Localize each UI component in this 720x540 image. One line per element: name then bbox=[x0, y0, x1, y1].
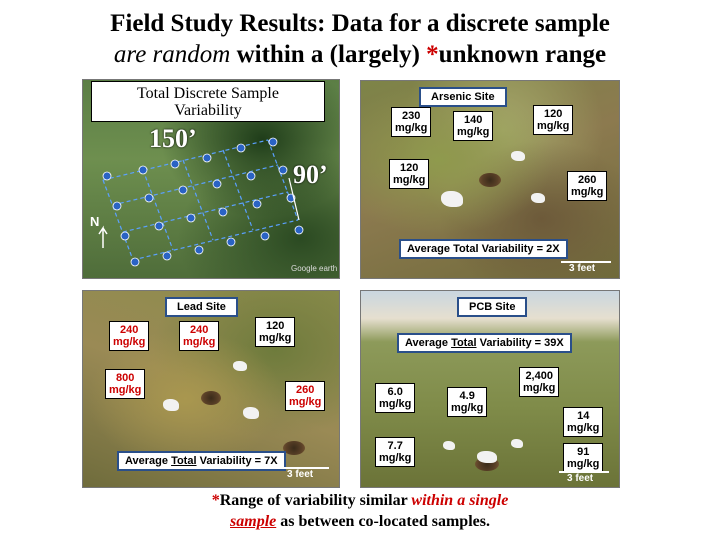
scale-label: 3 feet bbox=[567, 473, 594, 484]
arsenic-average-variability: Average Total Variability = 2X bbox=[399, 239, 568, 259]
sample-hole bbox=[201, 391, 221, 405]
sample-bag bbox=[441, 191, 463, 207]
lead-average-variability: Average Total Variability = 7X bbox=[117, 451, 286, 471]
sample-value-label: 120 mg/kg bbox=[533, 105, 574, 135]
sample-value-label: 140 mg/kg bbox=[453, 111, 494, 141]
sample-value-label: 260 mg/kg bbox=[285, 381, 326, 411]
variability-heading-line-1: Total Discrete Sample bbox=[137, 85, 279, 102]
sample-value-label: 4.9 mg/kg bbox=[447, 387, 488, 417]
sample-value-label: 91 mg/kg bbox=[563, 443, 604, 473]
dimension-150: 150’ bbox=[149, 124, 197, 153]
sample-bag bbox=[233, 361, 247, 371]
sample-hole bbox=[283, 441, 305, 455]
sample-bag bbox=[477, 451, 497, 463]
arsenic-site-title: Arsenic Site bbox=[419, 87, 507, 107]
footnote-line-1: *Range of variability similar within a s… bbox=[211, 492, 509, 509]
scale-bar bbox=[559, 471, 609, 473]
lead-site-photo: Lead Site 240 mg/kg 240 mg/kg 120 mg/kg 800… bbox=[82, 290, 340, 488]
sample-value-label: 260 mg/kg bbox=[567, 171, 608, 201]
pcb-average-variability: Average Total Variability = 39X bbox=[397, 333, 572, 353]
slide-title: Field Study Results: Data for a discrete… bbox=[0, 8, 720, 70]
variability-heading-line-2: Variability bbox=[174, 102, 242, 119]
sample-value-label: 7.7 mg/kg bbox=[375, 437, 416, 467]
google-earth-credit: Google earth bbox=[291, 264, 338, 273]
arsenic-site-photo: Arsenic Site 230 mg/kg 140 mg/kg 120 mg/kg … bbox=[360, 80, 620, 279]
title-end: unknown range bbox=[438, 41, 607, 68]
sample-value-label: 14 mg/kg bbox=[563, 407, 604, 437]
lead-site-title: Lead Site bbox=[165, 297, 238, 317]
sample-value-label: 120 mg/kg bbox=[255, 317, 296, 347]
sample-bag bbox=[443, 441, 455, 450]
sample-value-label: 240 mg/kg bbox=[109, 321, 150, 351]
sample-grid-icon bbox=[98, 137, 304, 267]
sample-bag bbox=[531, 193, 545, 203]
pcb-site-title: PCB Site bbox=[457, 297, 528, 317]
sample-value-label: 230 mg/kg bbox=[391, 107, 432, 137]
sample-bag bbox=[243, 407, 259, 419]
title-line-2: are random within a (largely) *unknown r… bbox=[0, 39, 720, 70]
sample-bag bbox=[511, 439, 523, 448]
sample-value-label: 800 mg/kg bbox=[105, 369, 146, 399]
sample-value-label: 240 mg/kg bbox=[179, 321, 220, 351]
total-variability-heading: Total Discrete Sample Variability bbox=[91, 81, 325, 122]
scale-label: 3 feet bbox=[569, 263, 596, 274]
sample-value-label: 6.0 mg/kg bbox=[375, 383, 416, 413]
footnote: *Range of variability similar within a s… bbox=[0, 490, 720, 532]
dimension-90: 90’ bbox=[293, 160, 328, 189]
north-arrow-label: N bbox=[90, 214, 100, 229]
title-italic: are random bbox=[113, 41, 231, 68]
scale-bar bbox=[279, 467, 329, 469]
sample-bag bbox=[163, 399, 179, 411]
title-middle: within a (largely) bbox=[230, 41, 427, 68]
pcb-site-photo: PCB Site Average Total Variability = 39X… bbox=[360, 290, 620, 488]
sample-value-label: 120 mg/kg bbox=[389, 159, 430, 189]
sample-value-label: 2,400 mg/kg bbox=[519, 367, 560, 397]
sample-hole bbox=[479, 173, 501, 187]
footnote-line-2: sample as between co-located samples. bbox=[230, 513, 490, 530]
title-star: * bbox=[426, 41, 439, 68]
scale-bar bbox=[561, 261, 611, 263]
title-line-1: Field Study Results: Data for a discrete… bbox=[110, 10, 610, 37]
scale-label: 3 feet bbox=[287, 469, 314, 480]
sample-bag bbox=[511, 151, 525, 161]
